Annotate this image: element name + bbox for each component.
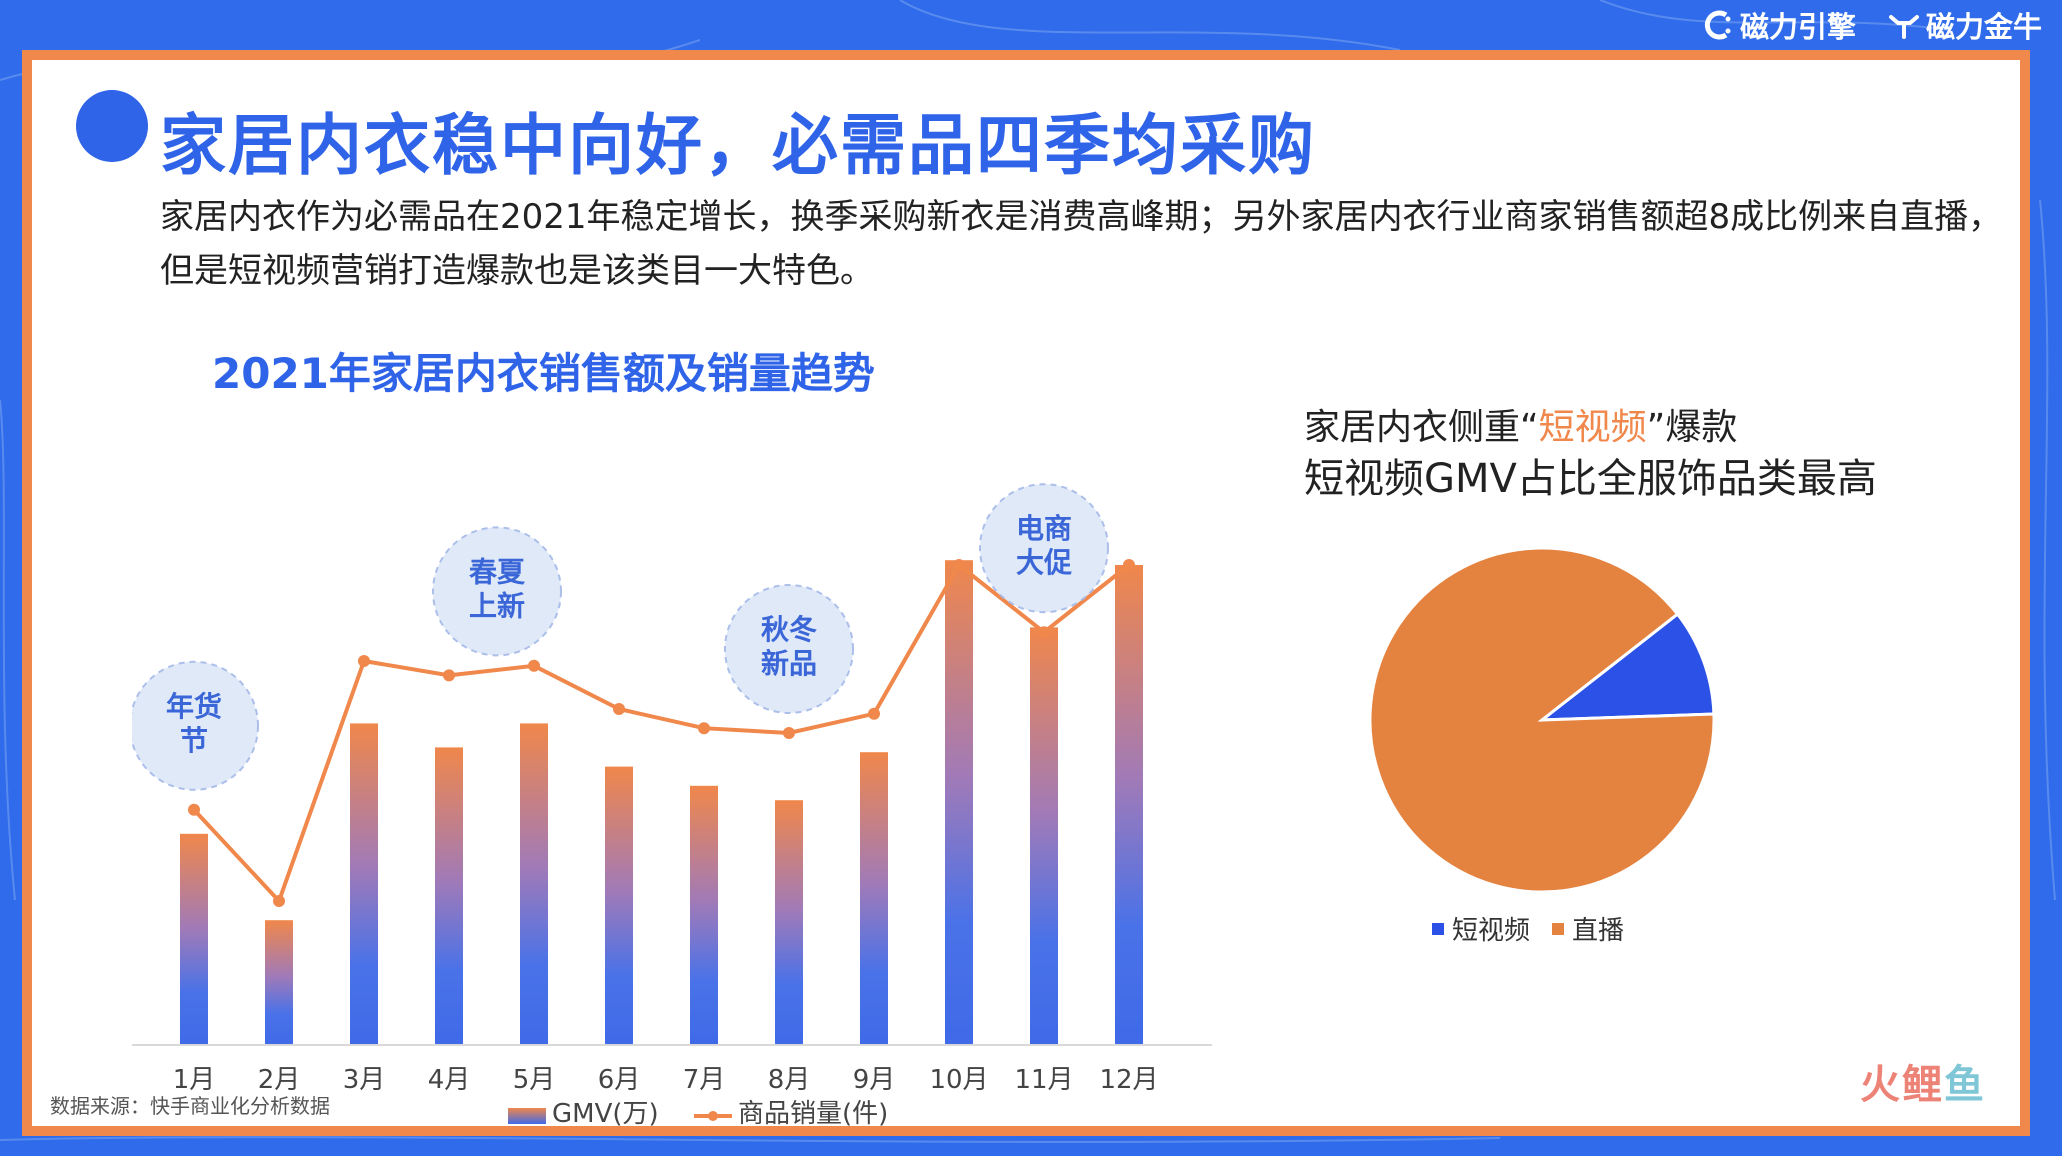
bar-chart-legend: GMV(万) 商品销量(件) — [508, 1099, 888, 1129]
sales-volume-point — [1123, 559, 1135, 571]
pie-legend-item-live: 直播 — [1552, 910, 1624, 947]
brand-right-text: 磁力金牛 — [1926, 10, 2043, 44]
content-card: 家居内衣稳中向好，必需品四季均采购 家居内衣作为必需品在2021年稳定增长，换季… — [22, 50, 2030, 1136]
brand-left-text: 磁力引擎 — [1740, 10, 1857, 44]
pie-heading-line1: 家居内衣侧重“短视频”爆款 — [1304, 398, 1737, 450]
x-tick-label: 11月 — [1014, 1065, 1073, 1095]
bar-chart-title: 2021年家居内衣销售额及销量趋势 — [212, 349, 875, 398]
sales-volume-point — [613, 703, 625, 715]
annotation-label: 电商 — [1016, 512, 1072, 545]
x-tick-label: 6月 — [598, 1065, 641, 1095]
data-source-note: 数据来源：快手商业化分析数据 — [50, 1094, 330, 1118]
annotation-label: 春夏 — [469, 555, 526, 588]
cili-engine-logo-icon — [1704, 10, 1731, 40]
x-tick-label: 9月 — [853, 1065, 896, 1095]
pie-legend-label-live: 直播 — [1572, 916, 1625, 946]
gmv-bar — [1115, 565, 1143, 1045]
gmv-legend-swatch — [508, 1108, 546, 1124]
description-text: 家居内衣作为必需品在2021年稳定增长，换季采购新衣是消费高峰期；另外家居内衣行… — [160, 197, 2003, 291]
gmv-bar — [860, 752, 888, 1045]
gmv-bar — [775, 800, 803, 1045]
pie-legend-item-short-video: 短视频 — [1432, 910, 1530, 947]
brand-cili-engine: 磁力引擎 — [1702, 4, 1856, 46]
x-tick-label: 1月 — [173, 1065, 216, 1095]
volume-legend-label: 商品销量(件) — [738, 1099, 888, 1129]
gmv-bar — [520, 723, 548, 1045]
sales-volume-point — [953, 559, 965, 571]
pie-heading-highlight: 短视频 — [1538, 407, 1647, 448]
title-bullet-dot — [76, 90, 148, 162]
event-annotation-bubble: 年货节 — [132, 660, 259, 791]
gmv-bar — [435, 747, 463, 1045]
gmv-bar — [690, 785, 718, 1045]
sales-volume-point — [358, 655, 370, 667]
sales-volume-point — [1038, 626, 1050, 639]
pie-heading-prefix: 家居内衣侧重“ — [1304, 407, 1539, 448]
annotation-label: 新品 — [761, 647, 817, 680]
brand-cili-jinniu: 磁力金牛 — [1888, 4, 2042, 46]
x-tick-label: 8月 — [768, 1065, 811, 1095]
live-swatch — [1552, 922, 1565, 935]
x-tick-label: 2月 — [258, 1065, 301, 1095]
pie-slice-live — [1368, 546, 1716, 894]
sales-volume-point — [188, 803, 200, 816]
channel-share-pie-chart — [1368, 546, 1716, 894]
gmv-bar — [945, 560, 973, 1045]
sales-volume-point — [443, 669, 455, 682]
sales-volume-point — [698, 722, 710, 735]
sales-volume-line — [192, 561, 1131, 905]
page-title: 家居内衣稳中向好，必需品四季均采购 — [160, 107, 1316, 184]
gmv-bar — [605, 766, 633, 1045]
gmv-bar — [350, 723, 378, 1045]
pie-heading-suffix: ”爆款 — [1646, 407, 1738, 448]
gmv-bar — [180, 833, 208, 1045]
sales-volume-point — [783, 727, 795, 739]
sales-volume-point — [868, 707, 880, 720]
sales-volume-point — [528, 659, 540, 672]
sales-volume-point — [273, 895, 285, 907]
annotation-label: 秋冬 — [761, 613, 817, 646]
annotation-label: 节 — [180, 724, 208, 757]
pie-heading-line2: 短视频GMV占比全服饰品类最高 — [1304, 456, 1877, 502]
watermark-logo: 火鲤鱼 — [1860, 1062, 1986, 1108]
x-tick-label: 5月 — [513, 1065, 556, 1095]
x-tick-label: 3月 — [343, 1065, 386, 1095]
gmv-legend-label: GMV(万) — [552, 1099, 659, 1129]
annotation-label: 年货 — [166, 690, 222, 723]
gmv-bar — [1030, 627, 1058, 1045]
pie-slice-short-video — [1537, 612, 1716, 722]
annotation-label: 上新 — [469, 589, 525, 622]
short-video-swatch — [1432, 922, 1444, 935]
x-tick-label: 4月 — [428, 1065, 471, 1095]
jinniu-logo-icon — [1889, 15, 1919, 39]
x-tick-label: 12月 — [1099, 1065, 1158, 1095]
pie-legend: 短视频 直播 — [1432, 910, 1624, 947]
annotation-label: 大促 — [1016, 546, 1072, 579]
x-tick-label: 10月 — [929, 1065, 988, 1095]
pie-legend-label-short-video: 短视频 — [1452, 916, 1531, 946]
x-tick-label: 7月 — [683, 1065, 726, 1095]
volume-legend-marker — [708, 1111, 718, 1121]
gmv-bar — [265, 920, 293, 1045]
